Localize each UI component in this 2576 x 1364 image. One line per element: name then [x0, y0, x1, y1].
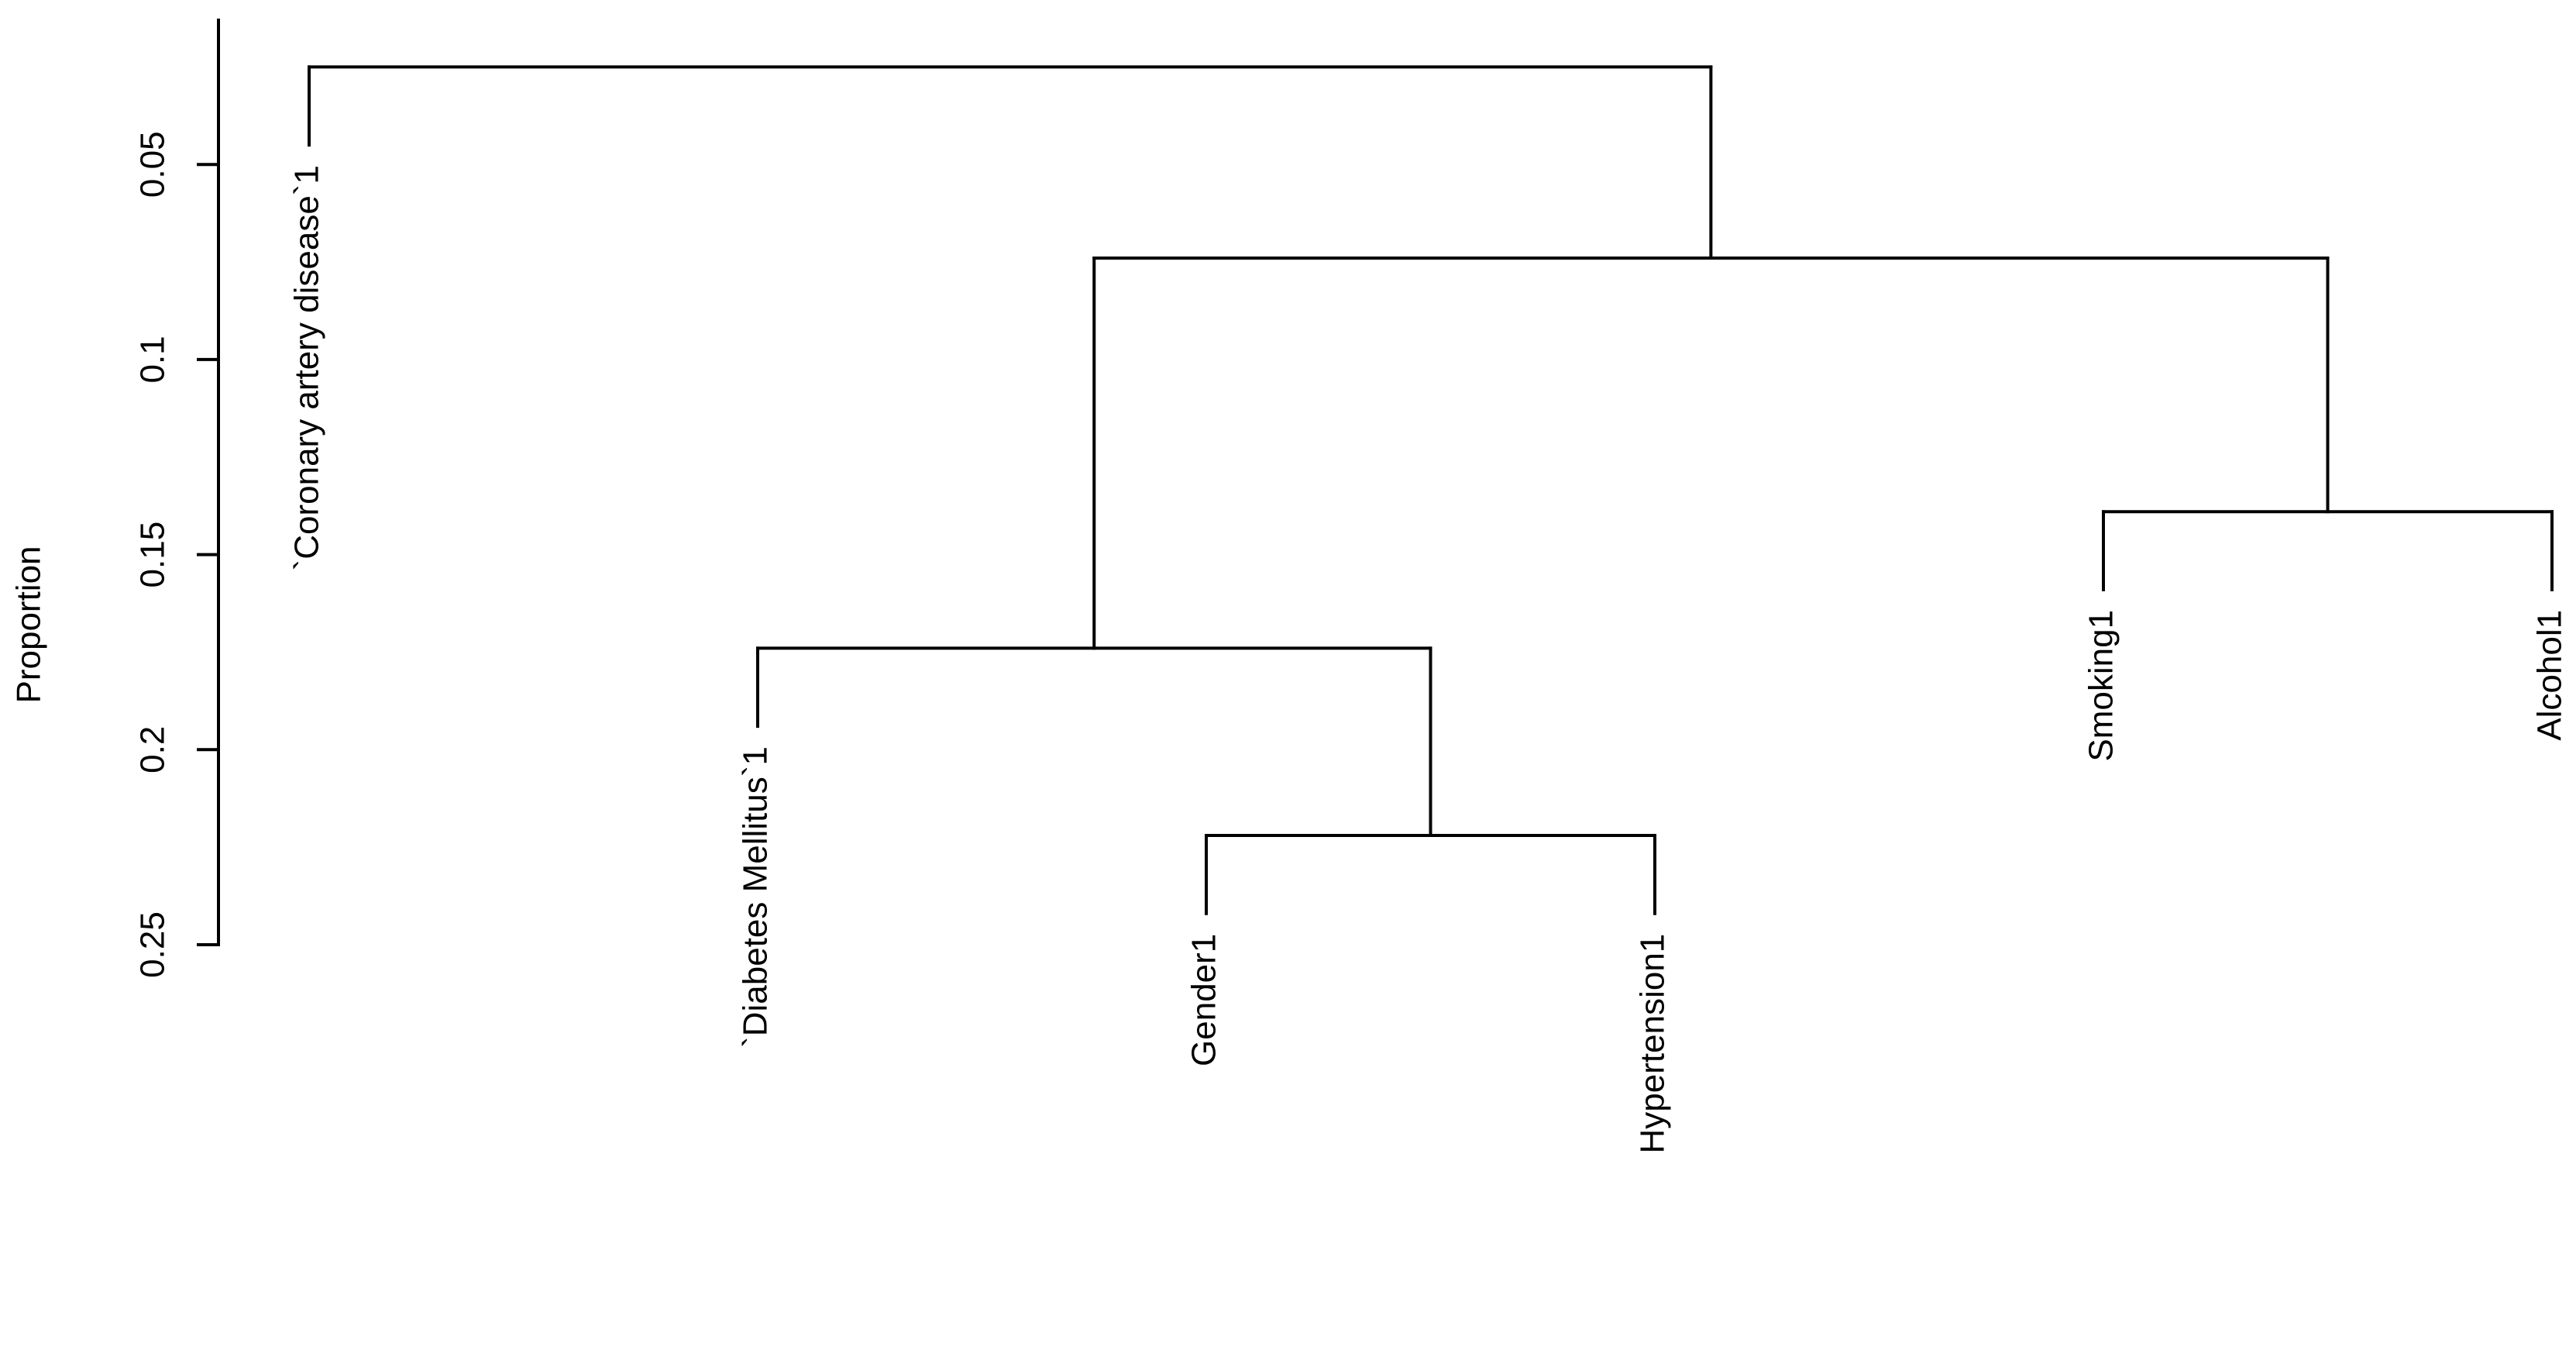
y-tick-label: 0.1	[134, 336, 172, 383]
leaf-label: Smoking1	[2082, 610, 2120, 762]
leaf-label: `Coronary artery disease`1	[288, 165, 326, 570]
leaf-label: `Diabetes Mellitus`1	[737, 746, 775, 1048]
leaf-label: Hypertension1	[1634, 934, 1672, 1154]
y-tick-label: 0.15	[134, 522, 172, 588]
y-axis-label: Proportion	[10, 546, 48, 703]
leaf-label: Alcohol1	[2531, 610, 2569, 741]
y-tick-label: 0.05	[134, 131, 172, 198]
y-tick-label: 0.25	[134, 911, 172, 978]
leaf-label: Gender1	[1185, 934, 1223, 1066]
y-tick-label: 0.2	[134, 726, 172, 773]
